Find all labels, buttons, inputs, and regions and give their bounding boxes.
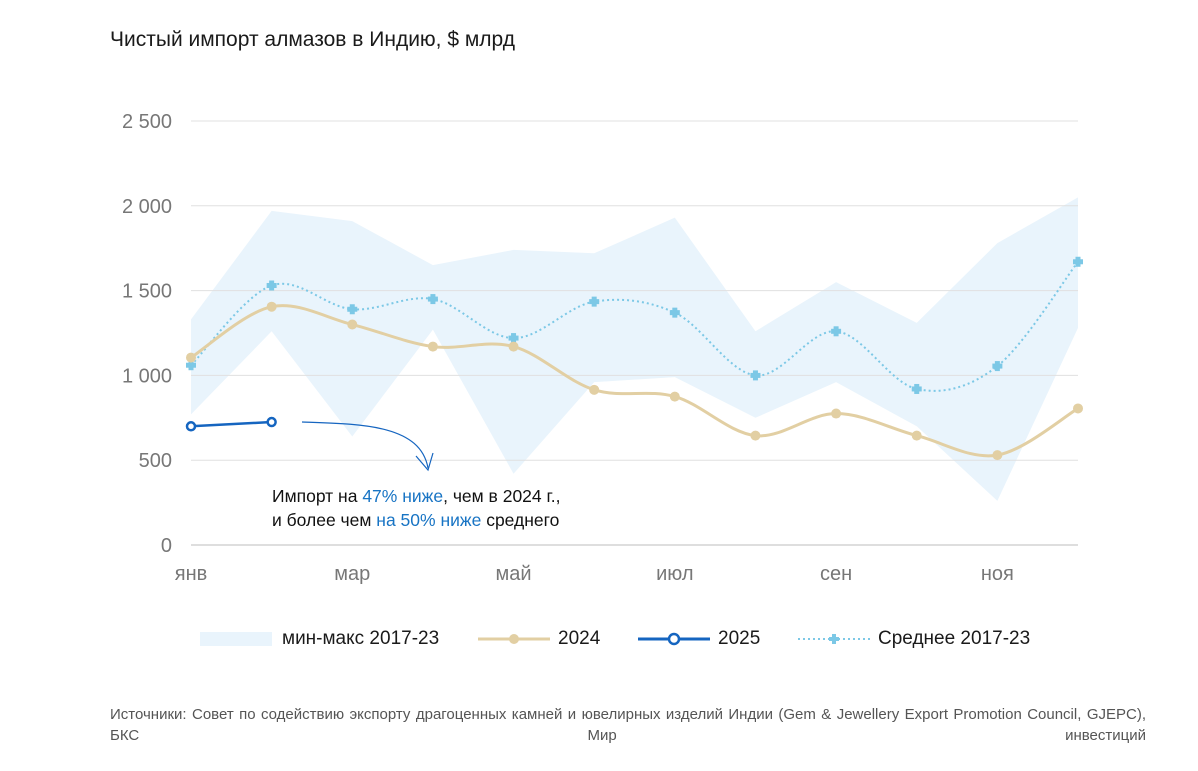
point-2024 xyxy=(1073,403,1083,414)
annotation-line-2: и более чем на 50% ниже среднего xyxy=(272,510,560,530)
average-point xyxy=(427,294,438,305)
legend: мин-макс 2017-23 2024 2025 Среднее 2017-… xyxy=(0,624,1198,654)
legend-swatch-avg xyxy=(798,634,870,644)
y-tick-label: 500 xyxy=(139,450,172,472)
y-tick-label: 1 000 xyxy=(122,365,172,387)
annotation-line-1: Импорт на 47% ниже, чем в 2024 г., xyxy=(272,486,561,506)
chart-title: Чистый импорт алмазов в Индию, $ млрд xyxy=(110,28,516,51)
x-tick-label: май xyxy=(496,563,532,585)
band-min-max xyxy=(191,197,1078,501)
average-point xyxy=(750,370,761,381)
legend-swatch-2024 xyxy=(478,634,550,644)
annotation-arrow xyxy=(301,421,429,469)
x-tick-label: мар xyxy=(334,563,370,585)
legend-label-2024: 2024 xyxy=(558,628,601,649)
annotation-text: Импорт на 47% ниже, чем в 2024 г., и бол… xyxy=(272,484,560,532)
x-tick-label: июл xyxy=(656,563,693,585)
legend-swatch-band xyxy=(200,632,272,646)
x-tick-label: сен xyxy=(820,563,852,585)
series-line-average xyxy=(190,261,1079,392)
point-2024 xyxy=(831,408,842,419)
point-2024 xyxy=(508,341,519,352)
average-point xyxy=(992,361,1003,372)
legend-label-2025: 2025 xyxy=(718,628,761,649)
legend-swatch-2025 xyxy=(638,632,710,646)
point-2024 xyxy=(669,391,680,402)
average-point xyxy=(347,304,358,315)
point-2025 xyxy=(185,421,197,432)
sources-note: Источники: Совет по содействию экспорту … xyxy=(110,706,1146,744)
annotation-highlight-1: 47% ниже xyxy=(362,486,444,506)
point-2024 xyxy=(186,352,196,363)
x-tick-label: ноя xyxy=(981,563,1014,585)
point-2024 xyxy=(911,430,922,441)
y-tick-label: 2 500 xyxy=(122,111,172,133)
average-point xyxy=(589,296,600,307)
y-tick-label: 0 xyxy=(161,535,172,557)
point-2024 xyxy=(589,384,600,395)
average-point xyxy=(186,360,196,371)
point-2025 xyxy=(266,416,277,428)
average-point xyxy=(1073,256,1083,267)
point-2024 xyxy=(992,450,1003,461)
series-line-2025 xyxy=(190,420,272,428)
average-point xyxy=(911,383,922,394)
x-tick-label: янв xyxy=(175,563,208,585)
chart-plot: 0 500 1 000 1 500 2 000 2 500 янв мар май июл сен н… xyxy=(122,111,1083,585)
average-point xyxy=(508,333,519,344)
legend-item-band[interactable]: мин-макс 2017-23 xyxy=(200,624,439,654)
average-point xyxy=(266,280,277,291)
y-tick-label: 1 500 xyxy=(122,281,172,303)
legend-item-2025[interactable]: 2025 xyxy=(638,624,760,654)
legend-item-2024[interactable]: 2024 xyxy=(478,624,600,654)
series-line-2024 xyxy=(190,304,1079,458)
point-2024 xyxy=(750,430,761,441)
point-2024 xyxy=(266,301,277,312)
annotation-highlight-2: на 50% ниже xyxy=(376,510,482,530)
point-2024 xyxy=(347,319,358,330)
average-point xyxy=(831,326,842,337)
legend-label-band: мин-макс 2017-23 xyxy=(282,628,440,649)
y-tick-label: 2 000 xyxy=(122,196,172,218)
point-2024 xyxy=(427,341,438,352)
average-point xyxy=(669,307,680,318)
legend-item-avg[interactable]: Среднее 2017-23 xyxy=(798,624,1030,654)
legend-label-avg: Среднее 2017-23 xyxy=(878,628,1031,649)
annotation-arrowhead xyxy=(415,452,434,472)
